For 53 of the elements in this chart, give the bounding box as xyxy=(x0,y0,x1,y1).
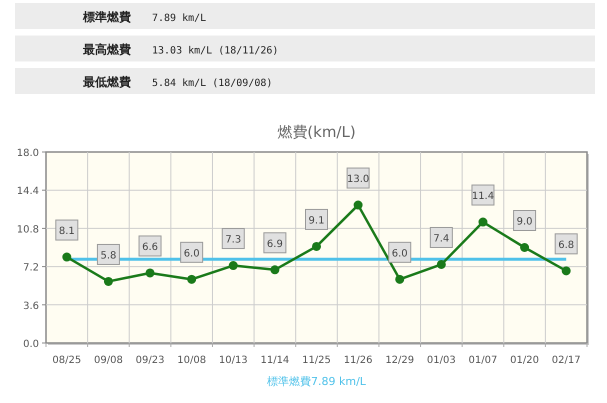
point xyxy=(228,261,238,270)
y-tick-label: 3.6 xyxy=(23,300,39,312)
data-label: 6.8 xyxy=(558,240,574,251)
ref-line-label: 標準燃費7.89 km/L xyxy=(267,375,367,388)
text: 5.84 km/L (18/09/08) xyxy=(152,78,272,89)
y-tick-label: 10.8 xyxy=(16,224,39,236)
point xyxy=(62,252,72,262)
y-tick-label: 7.2 xyxy=(23,262,39,274)
point xyxy=(478,218,488,227)
point xyxy=(354,200,363,210)
data-label: 7.4 xyxy=(433,233,450,244)
point xyxy=(395,274,404,284)
x-tick-label: 10/08 xyxy=(177,355,206,366)
x-tick-label: 10/13 xyxy=(218,355,248,366)
point xyxy=(562,266,571,276)
y-tick-label: 14.4 xyxy=(16,186,39,198)
x-tick-label: 02/17 xyxy=(552,355,581,366)
point xyxy=(270,265,280,274)
x-tick-label: 01/07 xyxy=(468,355,498,366)
data-label: 5.8 xyxy=(100,250,116,262)
x-tick-label: 09/23 xyxy=(136,355,164,366)
chart-title: 燃費(km/L) xyxy=(277,123,356,141)
point xyxy=(146,268,155,278)
x-tick-label: 11/14 xyxy=(260,355,290,366)
x-tick-label: 01/03 xyxy=(426,355,456,366)
data-label: 6.6 xyxy=(142,242,158,253)
data-label: 6.0 xyxy=(392,248,408,260)
y-tick-label: 0.0 xyxy=(23,339,39,350)
y-tick-label: 18.0 xyxy=(16,148,39,159)
point xyxy=(187,274,196,284)
point xyxy=(520,243,530,252)
point xyxy=(436,260,446,269)
text: 標準燃費 xyxy=(82,10,131,24)
x-tick-label: 09/08 xyxy=(94,355,123,366)
data-label: 9.0 xyxy=(516,216,533,228)
data-label: 6.9 xyxy=(266,238,283,250)
data-label: 13.0 xyxy=(346,174,370,186)
data-label: 9.1 xyxy=(308,215,324,226)
point xyxy=(312,242,321,251)
data-label: 7.3 xyxy=(225,234,242,246)
data-label: 11.4 xyxy=(472,191,494,202)
x-tick-label: 11/26 xyxy=(344,355,373,366)
x-tick-label: 01/20 xyxy=(510,355,539,366)
point xyxy=(104,276,113,286)
data-label: 8.1 xyxy=(58,226,75,238)
data-label: 6.0 xyxy=(184,248,200,260)
x-tick-label: 12/29 xyxy=(385,355,414,366)
text: 最低燃費 xyxy=(82,75,131,89)
x-tick-label: 11/25 xyxy=(302,355,331,366)
text: 7.89 km/L xyxy=(152,13,206,24)
text: 最高燃費 xyxy=(82,42,131,56)
text: 13.03 km/L (18/11/26) xyxy=(152,46,278,56)
x-tick-label: 08/25 xyxy=(52,355,82,366)
